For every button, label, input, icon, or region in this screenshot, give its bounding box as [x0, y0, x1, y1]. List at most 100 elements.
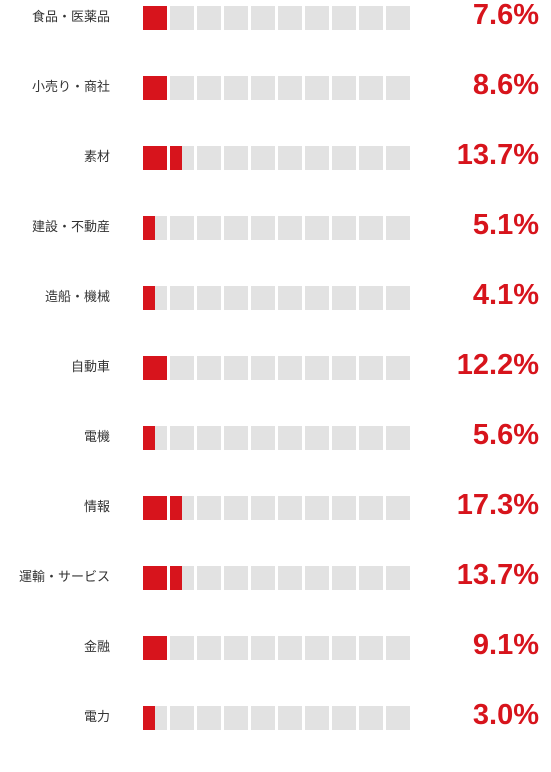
- bar-cell: [170, 356, 194, 380]
- bar-cell: [386, 496, 410, 520]
- bar-cell: [224, 356, 248, 380]
- bar-cell: [170, 706, 194, 730]
- bar-cell: [332, 496, 356, 520]
- bar-cell: [224, 706, 248, 730]
- bar-cell: [278, 216, 302, 240]
- bar-track: [143, 76, 411, 100]
- bar-cell: [170, 286, 194, 310]
- percentage-value: 5.6%: [472, 419, 539, 451]
- bar-cell: [278, 6, 302, 30]
- bar-cell: [197, 566, 221, 590]
- chart-row: 運輸・サービス 13.7%: [0, 559, 551, 632]
- bar-cell: [386, 146, 410, 170]
- bar-fill: [170, 146, 182, 170]
- bar-cell: [224, 636, 248, 660]
- bar-cell: [332, 706, 356, 730]
- bar-cell: [170, 6, 194, 30]
- category-label: 金融: [83, 640, 110, 655]
- bar-cell: [197, 76, 221, 100]
- bar-cell: [224, 496, 248, 520]
- bar-cell: [224, 6, 248, 30]
- bar-cell: [386, 356, 410, 380]
- bar-track: [143, 566, 411, 590]
- bar-cell: [224, 566, 248, 590]
- bar-cell: [359, 566, 383, 590]
- bar-cell: [359, 216, 383, 240]
- bar-cell: [359, 6, 383, 30]
- bar-track: [143, 216, 411, 240]
- category-label: 運輸・サービス: [18, 570, 110, 585]
- bar-cell: [332, 426, 356, 450]
- bar-cell: [143, 566, 167, 590]
- bar-cell: [224, 286, 248, 310]
- bar-track: [143, 6, 411, 30]
- category-label: 建設・不動産: [31, 220, 110, 235]
- bar-cell: [197, 706, 221, 730]
- bar-cell: [359, 496, 383, 520]
- bar-cell: [170, 76, 194, 100]
- bar-cell: [278, 636, 302, 660]
- bar-cell: [305, 146, 329, 170]
- bar-cell: [251, 216, 275, 240]
- bar-cell: [251, 76, 275, 100]
- bar-cell: [143, 146, 167, 170]
- category-label: 電力: [83, 710, 110, 725]
- bar-cell: [143, 706, 167, 730]
- bar-cell: [224, 76, 248, 100]
- bar-cell: [251, 426, 275, 450]
- bar-cell: [386, 6, 410, 30]
- bar-fill: [170, 566, 182, 590]
- bar-cell: [332, 146, 356, 170]
- category-label: 素材: [83, 150, 110, 165]
- percentage-value: 17.3%: [456, 489, 539, 521]
- bar-cell: [386, 636, 410, 660]
- bar-track: [143, 496, 411, 520]
- bar-cell: [197, 6, 221, 30]
- bar-cell: [197, 636, 221, 660]
- bar-cell: [143, 286, 167, 310]
- bar-cell: [278, 356, 302, 380]
- bar-fill: [143, 6, 167, 30]
- bar-cell: [197, 496, 221, 520]
- percentage-value: 9.1%: [472, 629, 539, 661]
- bar-cell: [332, 286, 356, 310]
- bar-cell: [224, 426, 248, 450]
- bar-cell: [386, 216, 410, 240]
- bar-track: [143, 636, 411, 660]
- bar-cell: [197, 216, 221, 240]
- bar-cell: [251, 6, 275, 30]
- bar-cell: [305, 6, 329, 30]
- bar-cell: [359, 706, 383, 730]
- bar-cell: [386, 706, 410, 730]
- bar-cell: [305, 496, 329, 520]
- bar-cell: [332, 356, 356, 380]
- bar-cell: [359, 426, 383, 450]
- percentage-value: 13.7%: [456, 559, 539, 591]
- bar-cell: [305, 426, 329, 450]
- bar-cell: [305, 216, 329, 240]
- bar-cell: [170, 216, 194, 240]
- bar-track: [143, 146, 411, 170]
- bar-cell: [305, 286, 329, 310]
- bar-fill: [143, 496, 167, 520]
- bar-cell: [143, 216, 167, 240]
- bar-cell: [143, 356, 167, 380]
- chart-row: 電機 5.6%: [0, 419, 551, 492]
- bar-cell: [143, 636, 167, 660]
- bar-cell: [197, 286, 221, 310]
- bar-fill: [143, 636, 167, 660]
- bar-cell: [278, 76, 302, 100]
- category-label: 自動車: [70, 360, 110, 375]
- bar-cell: [251, 356, 275, 380]
- chart-row: 素材 13.7%: [0, 139, 551, 212]
- bar-cell: [359, 636, 383, 660]
- chart-row: 食品・医薬品 7.6%: [0, 0, 551, 72]
- bar-cell: [386, 286, 410, 310]
- percentage-value: 13.7%: [456, 139, 539, 171]
- bar-cell: [359, 286, 383, 310]
- bar-cell: [170, 496, 194, 520]
- percentage-value: 3.0%: [472, 699, 539, 731]
- chart-row: 小売り・商社 8.6%: [0, 69, 551, 142]
- bar-fill: [143, 216, 155, 240]
- chart-row: 造船・機械 4.1%: [0, 279, 551, 352]
